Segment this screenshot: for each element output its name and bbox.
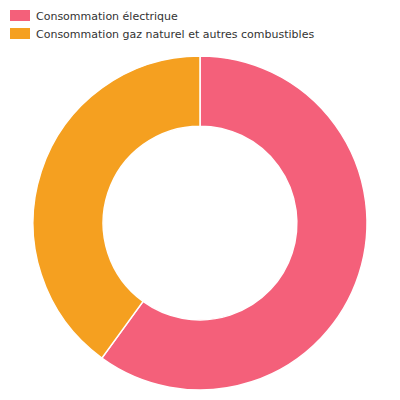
legend-label: Consommation gaz naturel et autres combu… (36, 28, 314, 41)
slice (33, 56, 200, 358)
legend: Consommation électrique Consommation gaz … (10, 10, 314, 41)
legend-item: Consommation gaz naturel et autres combu… (10, 28, 314, 41)
legend-swatch (10, 10, 30, 21)
legend-swatch (10, 28, 30, 39)
chart: Consommation électrique Consommation gaz … (0, 0, 400, 400)
legend-label: Consommation électrique (36, 10, 178, 23)
legend-item: Consommation électrique (10, 10, 178, 23)
slices (33, 56, 367, 390)
